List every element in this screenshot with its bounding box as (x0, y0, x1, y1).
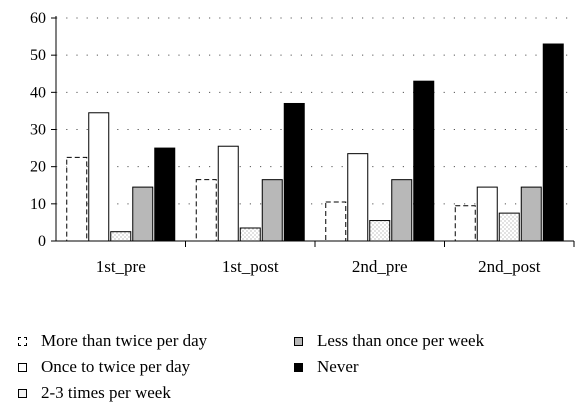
bar-more-than-twice (195, 179, 217, 242)
legend-swatch-dashed (18, 336, 27, 346)
bar-two-three-week (110, 231, 132, 242)
y-tick-label: 50 (30, 47, 46, 64)
bar-more-than-twice (325, 201, 347, 242)
y-tick-label: 0 (38, 233, 46, 250)
bar-two-three-week (369, 220, 391, 242)
bar-less-than-once (132, 186, 154, 242)
bar-never (542, 43, 564, 242)
legend-item-more-than-twice: More than twice per day (18, 330, 207, 352)
legend-label: More than twice per day (41, 331, 208, 350)
x-tick-label: 1st_post (222, 257, 279, 276)
bar-less-than-once (261, 179, 283, 242)
bar-two-three-week (498, 212, 520, 242)
y-tick-label: 40 (30, 84, 46, 101)
bar-once-to-twice (88, 112, 110, 242)
legend-swatch-black (294, 362, 303, 372)
x-tick-label: 1st_pre (96, 257, 146, 276)
bar-once-to-twice (217, 145, 239, 242)
bar-never (154, 147, 176, 242)
y-tick-label: 10 (30, 196, 46, 213)
bar-chart: 0 10 20 30 40 50 60 1st_pre 1st_post 2nd_pre 2nd_… (30, 10, 575, 276)
legend-item-once-to-twice: Once to twice per day (18, 356, 190, 378)
legend-item-less-than-once: Less than once per week (294, 330, 484, 352)
grid-lines (56, 17, 574, 205)
legend-label: 2-3 times per week (41, 383, 171, 402)
y-tick-label: 60 (30, 10, 46, 27)
bar-once-to-twice (476, 186, 498, 242)
bar-two-three-week (239, 227, 261, 242)
bar-more-than-twice (66, 156, 88, 242)
x-tick-label: 2nd_pre (352, 257, 408, 276)
bar-more-than-twice (454, 205, 476, 242)
x-axis-labels: 1st_pre 1st_post 2nd_pre 2nd_post (96, 241, 575, 276)
legend-label: Less than once per week (317, 331, 485, 350)
bars (66, 43, 564, 242)
legend-swatch-dotted (18, 388, 27, 398)
legend-item-never: Never (294, 356, 359, 378)
bar-less-than-once (391, 179, 413, 242)
legend-label: Once to twice per day (41, 357, 191, 376)
y-axis-ticks: 0 10 20 30 40 50 60 (30, 10, 56, 250)
bar-less-than-once (520, 186, 542, 242)
y-tick-label: 30 (30, 122, 46, 139)
bar-never (413, 80, 435, 242)
legend-swatch-gray (294, 336, 303, 346)
legend-item-two-three-week: 2-3 times per week (18, 382, 171, 404)
bar-once-to-twice (347, 153, 369, 242)
y-tick-label: 20 (30, 159, 46, 176)
legend-swatch-white (18, 362, 27, 372)
bar-never (283, 102, 305, 242)
x-tick-label: 2nd_post (478, 257, 541, 276)
legend-label: Never (317, 357, 359, 376)
legend: More than twice per day Once to twice pe… (18, 326, 573, 402)
